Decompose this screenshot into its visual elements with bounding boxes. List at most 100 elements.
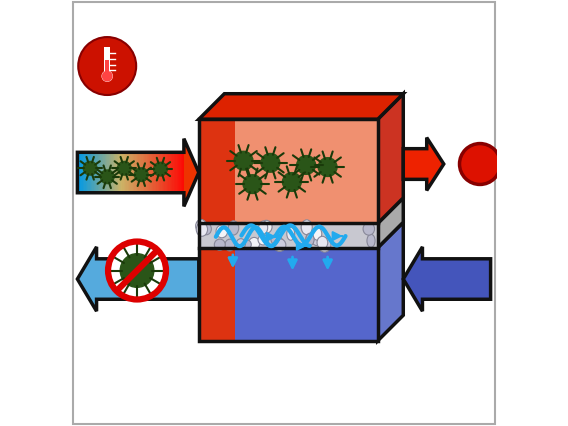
Bar	[156, 153, 158, 193]
Ellipse shape	[274, 238, 284, 249]
Bar	[84, 153, 86, 193]
Bar	[141, 153, 143, 193]
Bar	[157, 153, 160, 193]
Bar	[173, 153, 174, 193]
Ellipse shape	[311, 233, 322, 245]
Bar	[137, 153, 139, 193]
Bar	[161, 153, 164, 193]
Bar	[159, 153, 161, 193]
Ellipse shape	[301, 222, 310, 233]
Polygon shape	[77, 247, 97, 311]
Bar	[81, 153, 83, 193]
Bar	[117, 153, 119, 193]
Bar	[130, 153, 132, 193]
Circle shape	[101, 170, 114, 184]
Bar	[199, 248, 378, 341]
Bar	[125, 153, 127, 193]
Bar	[83, 153, 85, 193]
Circle shape	[282, 173, 301, 191]
Bar	[102, 153, 103, 193]
Bar	[166, 153, 168, 193]
Ellipse shape	[306, 233, 314, 246]
Bar	[140, 153, 141, 193]
Bar	[147, 153, 148, 193]
Bar	[97, 153, 98, 193]
Bar	[153, 153, 155, 193]
Circle shape	[102, 71, 112, 82]
Ellipse shape	[258, 221, 268, 234]
Bar	[168, 153, 170, 193]
Polygon shape	[378, 222, 403, 341]
Ellipse shape	[214, 239, 225, 250]
Bar	[118, 153, 120, 193]
Circle shape	[102, 70, 113, 82]
Ellipse shape	[258, 235, 269, 245]
Bar	[155, 153, 157, 193]
Bar	[178, 153, 179, 193]
Bar	[199, 223, 378, 248]
Bar	[149, 153, 151, 193]
Circle shape	[297, 155, 316, 174]
Circle shape	[83, 161, 97, 175]
Bar	[114, 153, 116, 193]
Bar	[122, 153, 124, 193]
Bar	[94, 259, 199, 299]
Bar	[181, 153, 182, 193]
Ellipse shape	[225, 239, 235, 251]
Bar	[164, 153, 166, 193]
Circle shape	[120, 254, 154, 287]
Bar	[179, 153, 181, 193]
Circle shape	[318, 158, 337, 176]
Bar	[105, 60, 109, 76]
Bar	[103, 153, 105, 193]
Bar	[86, 153, 87, 193]
Bar	[99, 153, 101, 193]
Bar	[182, 153, 184, 193]
Ellipse shape	[303, 223, 312, 235]
Ellipse shape	[273, 239, 286, 251]
Bar	[420, 259, 491, 299]
Ellipse shape	[287, 227, 295, 240]
Bar	[170, 153, 172, 193]
Bar	[126, 153, 128, 193]
Bar	[171, 153, 173, 193]
Bar	[175, 153, 177, 193]
Ellipse shape	[313, 227, 322, 240]
Bar	[90, 153, 91, 193]
Circle shape	[261, 153, 280, 172]
Bar	[98, 153, 99, 193]
Bar	[88, 153, 90, 193]
Ellipse shape	[301, 220, 312, 235]
Ellipse shape	[317, 236, 328, 249]
Bar	[160, 153, 162, 193]
Bar	[108, 153, 110, 193]
Bar	[112, 153, 115, 193]
Polygon shape	[427, 138, 444, 190]
Circle shape	[135, 168, 148, 181]
Ellipse shape	[228, 221, 239, 235]
Bar	[87, 153, 89, 193]
Bar	[144, 153, 146, 193]
Bar	[128, 153, 130, 193]
Circle shape	[234, 151, 253, 170]
Bar	[111, 153, 113, 193]
Ellipse shape	[195, 219, 207, 233]
Circle shape	[460, 144, 500, 184]
Bar	[133, 153, 135, 193]
Circle shape	[153, 162, 167, 176]
Ellipse shape	[367, 234, 375, 248]
Bar	[143, 153, 144, 193]
Circle shape	[118, 161, 131, 175]
Bar	[80, 153, 82, 193]
Bar	[91, 153, 93, 193]
Circle shape	[78, 37, 136, 95]
Ellipse shape	[236, 239, 245, 249]
Ellipse shape	[318, 238, 331, 252]
Bar	[124, 153, 126, 193]
Ellipse shape	[261, 220, 272, 233]
Bar	[174, 153, 176, 193]
Bar	[167, 153, 169, 193]
Bar	[183, 153, 185, 193]
Bar	[101, 153, 102, 193]
Ellipse shape	[249, 237, 260, 249]
